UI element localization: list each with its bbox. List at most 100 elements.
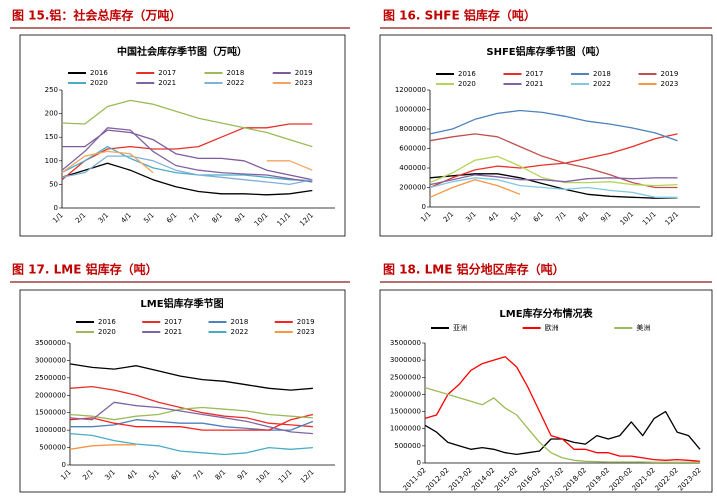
legend-label: 2021: [526, 80, 544, 88]
x-tick-label: 2020-02: [608, 466, 634, 492]
x-tick-label: 2/1: [442, 210, 456, 224]
y-tick-label: 2000000: [35, 391, 66, 399]
series-line: [429, 179, 521, 198]
legend-label: 2018: [231, 318, 249, 326]
x-tick-label: 12/1: [664, 210, 681, 227]
panel-frame: [379, 34, 713, 237]
legend-label: 2022: [593, 80, 611, 88]
x-tick-label: 2022-02: [654, 466, 680, 492]
x-tick-label: 10/1: [253, 211, 270, 228]
chart-title: 中国社会库存季节图（万吨）: [117, 45, 247, 58]
series-line: [61, 150, 313, 174]
x-tick-label: 7/1: [554, 210, 568, 224]
legend-label: 2017: [164, 318, 182, 326]
x-tick-label: 2/1: [81, 468, 95, 482]
x-tick-label: 5/1: [142, 211, 156, 225]
x-tick-label: 10/1: [619, 210, 636, 227]
y-tick-label: 3500000: [390, 339, 421, 347]
y-tick-label: 1500000: [390, 408, 421, 416]
x-tick-label: 8/1: [210, 211, 224, 225]
series-line: [69, 444, 137, 450]
legend-label: 欧洲: [545, 323, 559, 332]
legend-label: 2021: [164, 328, 182, 336]
figure-title: 图 16. SHFE 铝库存（吨）: [383, 8, 536, 23]
y-tick-label: 3000000: [35, 356, 66, 364]
x-tick-label: 11/1: [277, 468, 294, 485]
series-line: [61, 145, 313, 182]
x-tick-label: 9/1: [599, 210, 613, 224]
y-tick-label: 50: [49, 180, 58, 188]
series-line: [69, 401, 313, 435]
y-tick-label: 1200000: [395, 86, 426, 94]
y-tick-label: 3500000: [35, 339, 66, 347]
series-line: [69, 413, 314, 431]
legend-label: 2022: [227, 79, 245, 87]
legend-label: 2018: [593, 70, 611, 78]
x-tick-label: 2012-02: [424, 466, 450, 492]
legend-label: 2017: [158, 69, 176, 77]
x-tick-label: 2015-02: [493, 466, 519, 492]
y-tick-label: 2500000: [390, 373, 421, 381]
x-tick-label: 6/1: [532, 210, 546, 224]
legend-label: 亚洲: [453, 324, 467, 332]
x-tick-label: 3/1: [97, 211, 111, 225]
x-tick-label: 2019-02: [585, 466, 611, 492]
figure-title: 图 18. LME 铝分地区库存（吨）: [383, 262, 565, 277]
legend-label: 2016: [90, 69, 108, 77]
x-tick-label: 2014-02: [470, 466, 496, 492]
y-tick-label: 2500000: [35, 374, 66, 382]
series-line: [429, 109, 678, 142]
figure-title: 图 17. LME 铝库存（吨）: [12, 262, 158, 277]
y-tick-label: 0: [422, 203, 426, 211]
x-tick-label: 7/1: [192, 468, 206, 482]
series-line: [62, 129, 313, 181]
series-line: [429, 133, 678, 189]
y-tick-label: 400000: [399, 164, 426, 172]
chart-title: LME铝库存季节图: [140, 297, 223, 310]
x-tick-label: 2/1: [74, 211, 88, 225]
legend-label: 2018: [227, 69, 245, 77]
series-line: [61, 155, 313, 186]
panel-frame: [19, 289, 346, 493]
x-tick-label: 3/1: [103, 468, 117, 482]
x-tick-label: 12/1: [298, 211, 315, 228]
x-tick-label: 3/1: [464, 210, 478, 224]
x-tick-label: 4/1: [119, 211, 133, 225]
panel-frame: [379, 289, 713, 493]
series-line: [61, 123, 313, 181]
y-tick-label: 0: [417, 459, 421, 467]
panel-frame: [19, 34, 346, 237]
y-tick-label: 1000000: [395, 106, 426, 114]
legend-label: 2020: [98, 328, 116, 336]
series-line: [61, 99, 313, 148]
y-tick-label: 600000: [399, 145, 426, 153]
series-line: [429, 174, 678, 186]
series-line: [70, 419, 314, 431]
series-line: [61, 162, 313, 196]
legend-label: 2019: [661, 70, 679, 78]
x-tick-label: 2013-02: [447, 466, 473, 492]
legend-label: 2023: [297, 328, 315, 336]
x-tick-label: 1/1: [59, 468, 73, 482]
y-tick-label: 3000000: [390, 356, 421, 364]
figure-title: 图 15.铝：社会总库存（万吨）: [12, 8, 181, 23]
y-tick-label: 1000000: [390, 425, 421, 433]
series-line: [69, 385, 313, 428]
x-tick-label: 11/1: [276, 211, 293, 228]
y-tick-label: 1000000: [35, 426, 66, 434]
y-tick-label: 200: [45, 110, 58, 118]
series-line: [429, 133, 678, 189]
x-tick-label: 2023-02: [676, 466, 702, 492]
x-tick-label: 6/1: [170, 468, 184, 482]
x-tick-label: 8/1: [214, 468, 228, 482]
x-tick-label: 12/1: [299, 468, 316, 485]
legend-label: 2016: [458, 70, 476, 78]
legend-label: 2023: [295, 79, 313, 87]
series-line: [69, 363, 313, 391]
legend-label: 2020: [458, 80, 476, 88]
y-tick-label: 200000: [399, 184, 426, 192]
y-tick-label: 100: [45, 157, 58, 165]
series-line: [429, 173, 678, 199]
x-tick-label: 1/1: [419, 210, 433, 224]
legend-label: 2023: [661, 80, 679, 88]
